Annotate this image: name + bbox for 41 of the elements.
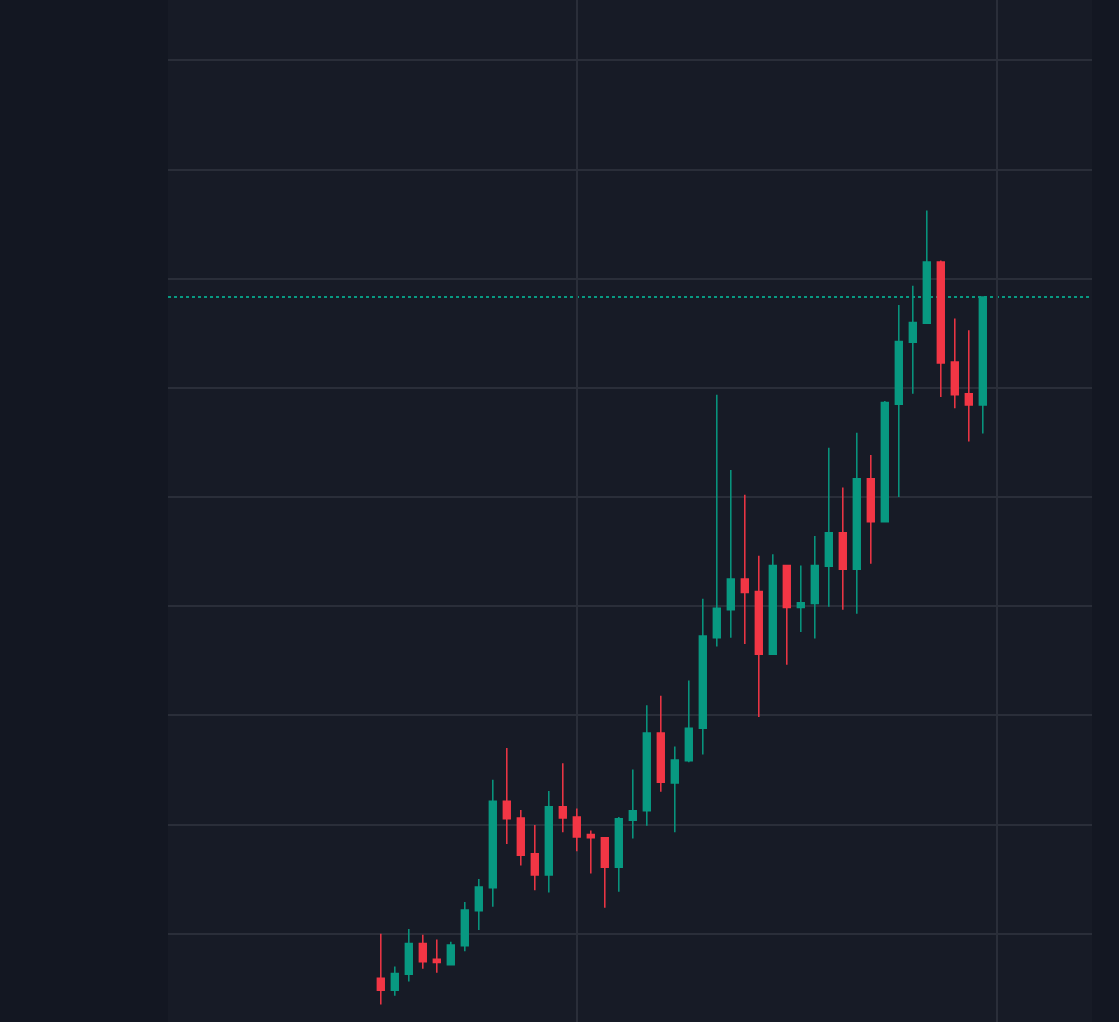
- candlestick: [740, 493, 749, 645]
- candlestick: [810, 535, 819, 640]
- candlestick: [782, 564, 791, 666]
- candlestick: [544, 790, 553, 894]
- candlestick: [894, 304, 903, 498]
- candlestick: [684, 679, 693, 764]
- candlestick: [446, 941, 455, 967]
- candlestick: [642, 704, 651, 827]
- candlestick: [824, 447, 833, 608]
- candlestick: [432, 938, 441, 974]
- candlestick: [488, 779, 497, 908]
- candlestick: [502, 747, 511, 845]
- candlestick: [768, 553, 777, 656]
- candlestick: [656, 694, 665, 793]
- candlestick: [936, 259, 945, 398]
- candlestick: [516, 809, 525, 867]
- candlestick: [600, 836, 609, 909]
- candlestick: [964, 329, 973, 443]
- candlestick: [880, 400, 889, 523]
- candlestick: [950, 317, 959, 409]
- candlestick: [558, 762, 567, 833]
- candlestick: [390, 965, 399, 997]
- candlestick: [460, 901, 469, 953]
- candlestick: [866, 454, 875, 565]
- candlestick: [796, 564, 805, 633]
- candlestick: [670, 745, 679, 833]
- candlestick: [712, 393, 721, 648]
- candlestick: [838, 486, 847, 611]
- candlestick: [474, 878, 483, 931]
- candlestick: [586, 829, 595, 875]
- candlestick: [754, 555, 763, 718]
- candlestick: [614, 816, 623, 893]
- candlestick: [698, 598, 707, 756]
- candlestick: [572, 807, 581, 853]
- candlestick: [418, 933, 427, 970]
- candlestick: [628, 768, 637, 840]
- candlestick: [404, 928, 413, 983]
- candlestick: [376, 933, 385, 1006]
- candlestick: [530, 824, 539, 891]
- candlestick: [852, 432, 861, 615]
- candlestick: [726, 469, 735, 639]
